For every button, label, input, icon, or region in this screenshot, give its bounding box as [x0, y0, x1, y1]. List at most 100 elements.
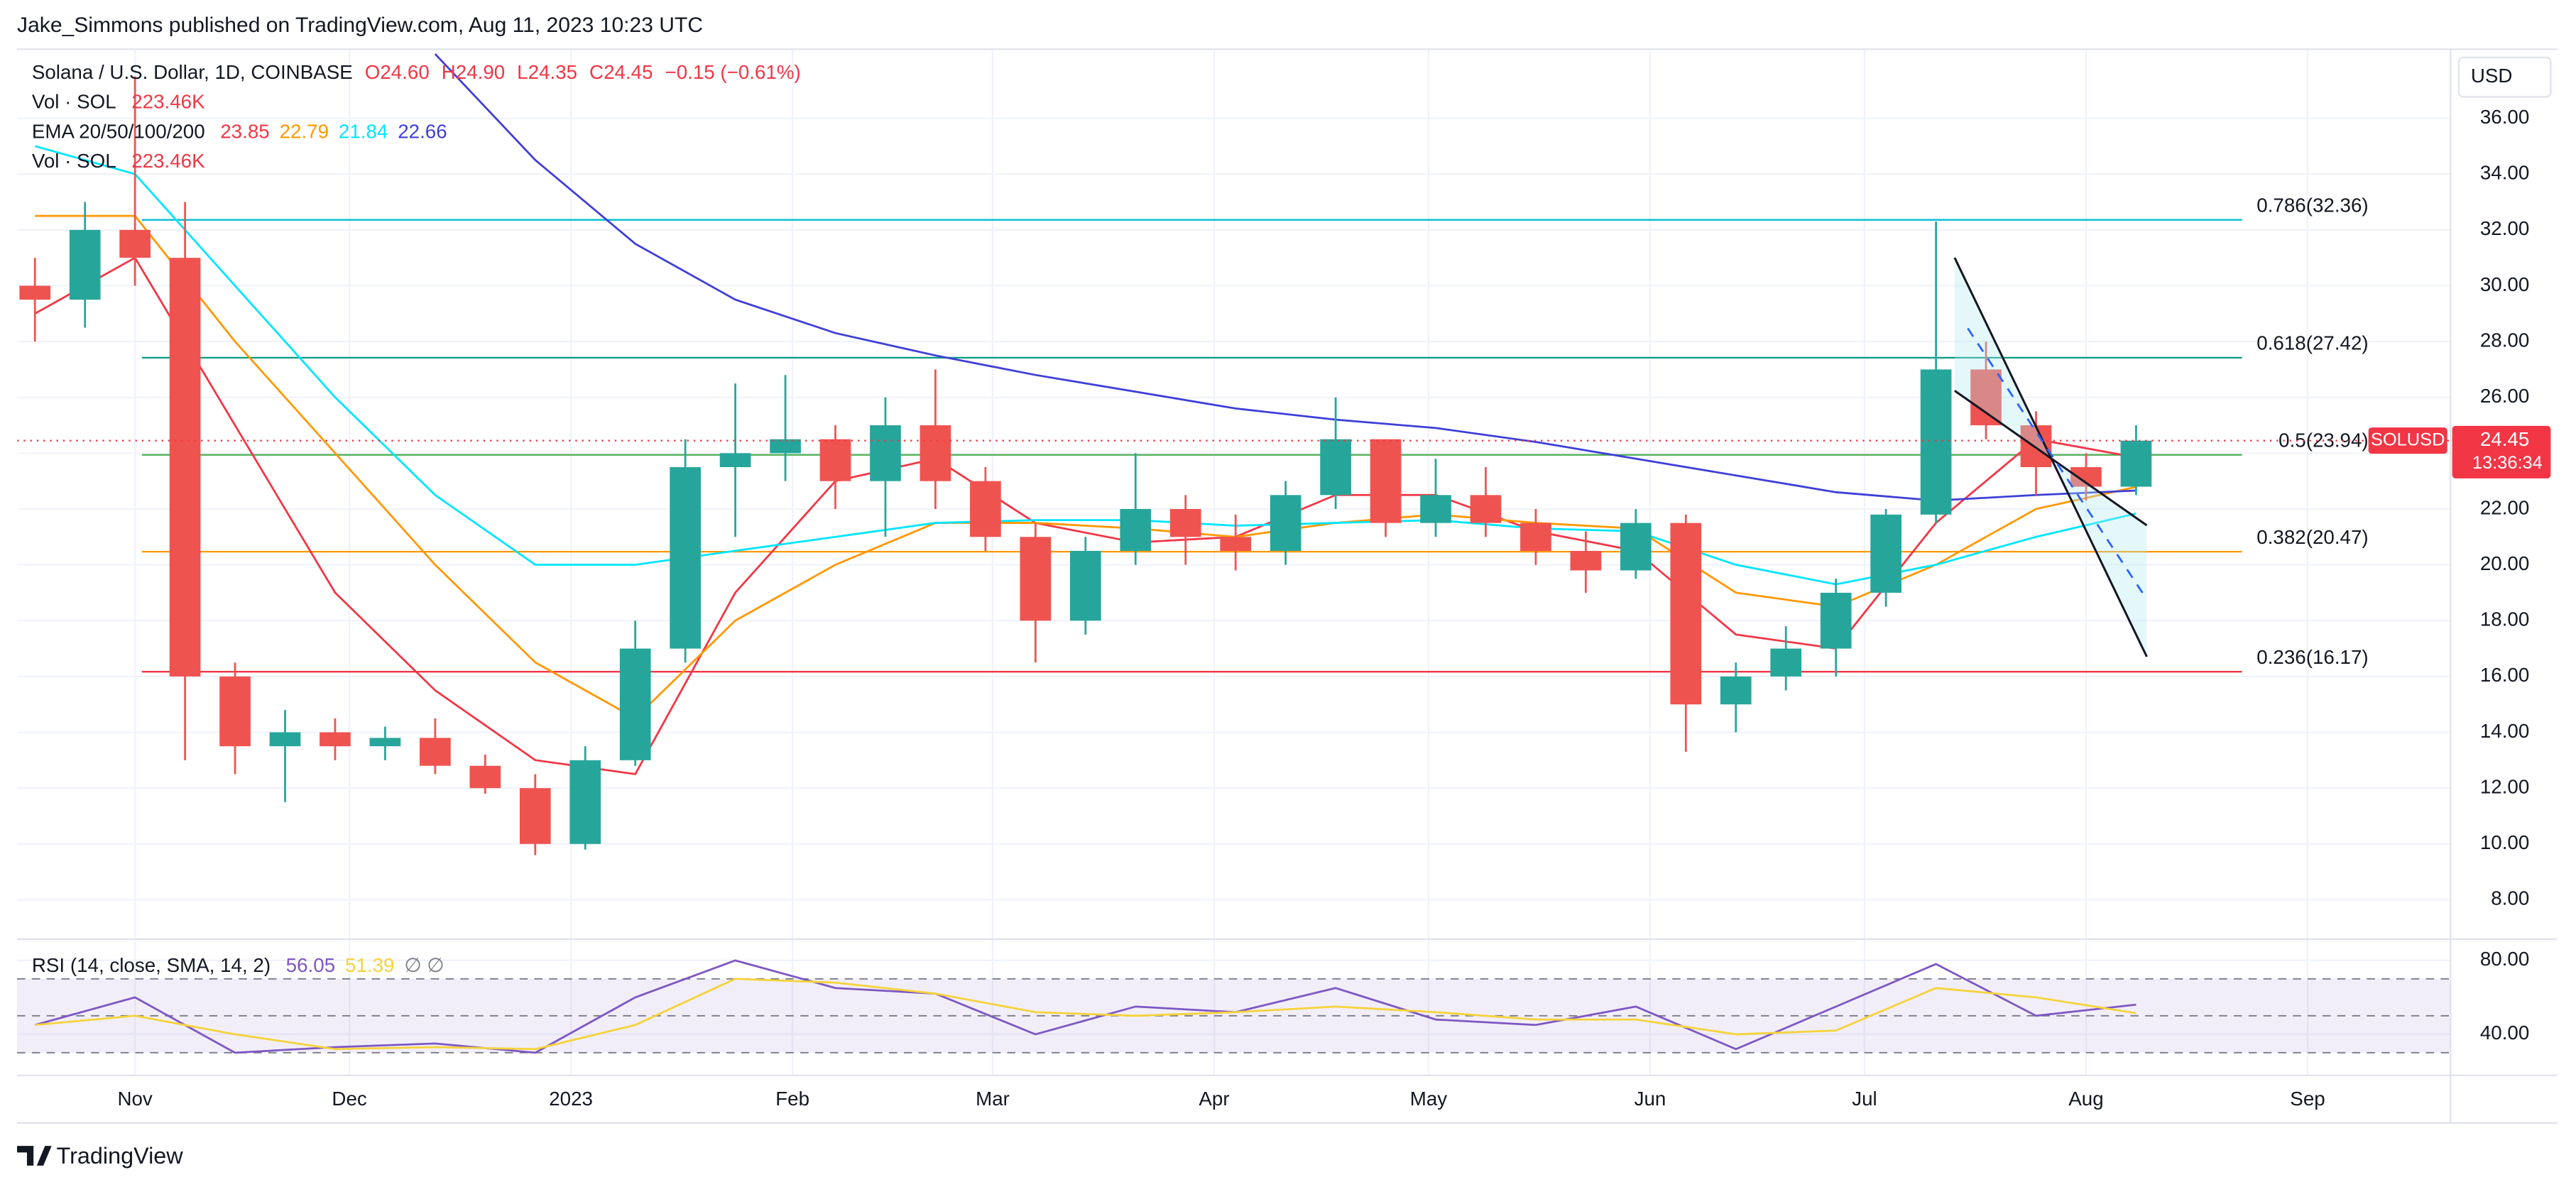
volume-label: Vol · SOL	[32, 91, 116, 113]
volume-legend: Vol · SOL 223.46K	[32, 91, 205, 113]
y-tick-label: 16.00	[2480, 664, 2529, 686]
y-tick-label: 40.00	[2480, 1022, 2529, 1044]
footer: TradingView	[17, 1143, 183, 1169]
price-tag-value: 24.45	[2480, 428, 2529, 450]
x-tick-label: Mar	[976, 1088, 1010, 1110]
publish-header: Jake_Simmons published on TradingView.co…	[17, 13, 703, 37]
candle-body	[919, 425, 951, 481]
ohlc: O24.60	[365, 61, 430, 83]
candle-body	[1520, 523, 1551, 551]
x-tick-label: Dec	[332, 1088, 366, 1110]
rsi-line	[35, 978, 2136, 1051]
rsi-title: RSI (14, close, SMA, 14, 2)	[32, 954, 271, 976]
ema-legend: EMA 20/50/100/200 23.85 22.79 21.84 22.66	[32, 121, 447, 143]
y-tick-label: 30.00	[2480, 273, 2529, 295]
candle-body	[469, 765, 501, 789]
candle-body	[1820, 592, 1852, 649]
currency: USD	[2471, 65, 2513, 87]
channel-line	[1954, 390, 2148, 527]
candle-body	[69, 229, 101, 300]
ema-label: EMA 20/50/100/200	[32, 121, 205, 143]
volume-label: Vol · SOL	[32, 150, 116, 172]
price-tag	[2452, 425, 2551, 478]
rsi-extra: ∅ ∅	[404, 954, 444, 976]
plot-area: 0.786(32.36)0.618(27.42)0.5(23.94)0.382(…	[17, 53, 2451, 1054]
ema-line	[434, 53, 2136, 502]
brand: TradingView	[57, 1143, 184, 1169]
y-tick-label: 32.00	[2480, 217, 2529, 239]
candle-body	[320, 732, 351, 747]
ema-line	[34, 145, 2136, 586]
candle-body	[2120, 440, 2152, 487]
y-tick-label: 10.00	[2480, 831, 2529, 853]
y-tick-label: 28.00	[2480, 329, 2529, 351]
ohlc: L24.35	[517, 61, 577, 83]
candle-body	[1670, 523, 1702, 705]
x-tick-label: Jul	[1852, 1088, 1877, 1110]
volume-legend: Vol · SOL 223.46K	[32, 150, 205, 172]
symbol-legend: Solana / U.S. Dollar, 1D, COINBASE O24.6…	[32, 61, 801, 83]
candle-body	[1570, 550, 1602, 571]
ohlc: H24.90	[442, 61, 505, 83]
fib-label: 0.618(27.42)	[2256, 332, 2368, 354]
fib-label: 0.786(32.36)	[2256, 195, 2368, 217]
brand-logo	[17, 1146, 52, 1166]
price-tag-countdown: 13:36:34	[2472, 453, 2543, 473]
ema-value: 22.79	[280, 121, 329, 143]
candle-body	[1069, 550, 1101, 621]
candle-body	[1270, 495, 1301, 551]
candle-body	[569, 760, 601, 844]
rsi-legend: RSI (14, close, SMA, 14, 2) 56.05 51.39 ∅ …	[32, 954, 444, 976]
y-tick-label: 26.00	[2480, 385, 2529, 407]
symbol-tag-text: SOLUSD	[2371, 430, 2445, 449]
rsi-value: 56.05	[286, 954, 335, 976]
candle-body	[269, 732, 301, 747]
y-tick-label: 36.00	[2480, 106, 2529, 128]
change: −0.15 (−0.61%)	[665, 61, 800, 83]
x-tick-label: Apr	[1199, 1088, 1229, 1110]
candle-body	[169, 258, 201, 677]
x-tick-label: Aug	[2068, 1088, 2103, 1110]
candle-body	[369, 738, 401, 747]
ohlc: C24.45	[589, 61, 653, 83]
ema-value: 23.85	[220, 121, 269, 143]
candle-body	[420, 738, 451, 766]
candle-body	[1120, 508, 1152, 551]
symbol-title: Solana / U.S. Dollar, 1D, COINBASE	[32, 61, 353, 83]
candle-body	[19, 285, 51, 300]
y-tick-label: 14.00	[2480, 720, 2529, 742]
volume-value: 223.46K	[131, 150, 205, 172]
x-tick-label: 2023	[549, 1088, 593, 1110]
y-tick-label: 34.00	[2480, 162, 2529, 184]
volume-value: 223.46K	[131, 91, 205, 113]
ema-value: 22.66	[398, 121, 447, 143]
fib-label: 0.382(20.47)	[2256, 526, 2368, 548]
y-tick-label: 80.00	[2480, 948, 2529, 970]
fib-label: 0.236(16.17)	[2256, 646, 2368, 668]
candle-body	[1770, 648, 1802, 677]
y-tick-label: 18.00	[2480, 608, 2529, 630]
y-tick-label: 20.00	[2480, 552, 2529, 574]
candle-body	[519, 788, 551, 844]
rsi-value: 51.39	[345, 954, 394, 976]
y-tick-label: 12.00	[2480, 775, 2529, 797]
candle-body	[870, 425, 901, 481]
x-tick-label: Jun	[1634, 1088, 1666, 1110]
legend: USD Solana / U.S. Dollar, 1D, COINBASE O…	[32, 56, 2552, 976]
x-tick-label: Sep	[2290, 1088, 2325, 1110]
x-tick-label: Nov	[117, 1088, 152, 1110]
y-tick-label: 8.00	[2491, 887, 2529, 909]
rsi-line	[34, 959, 2136, 1054]
ema-line	[35, 214, 2136, 720]
candle-body	[819, 439, 851, 481]
candle-body	[1320, 439, 1351, 496]
candle-body	[119, 229, 151, 258]
candle-body	[619, 648, 651, 760]
candle-body	[1020, 537, 1052, 621]
candle-body	[670, 467, 702, 649]
candle-body	[1620, 523, 1652, 571]
y-tick-label: 22.00	[2480, 496, 2529, 518]
